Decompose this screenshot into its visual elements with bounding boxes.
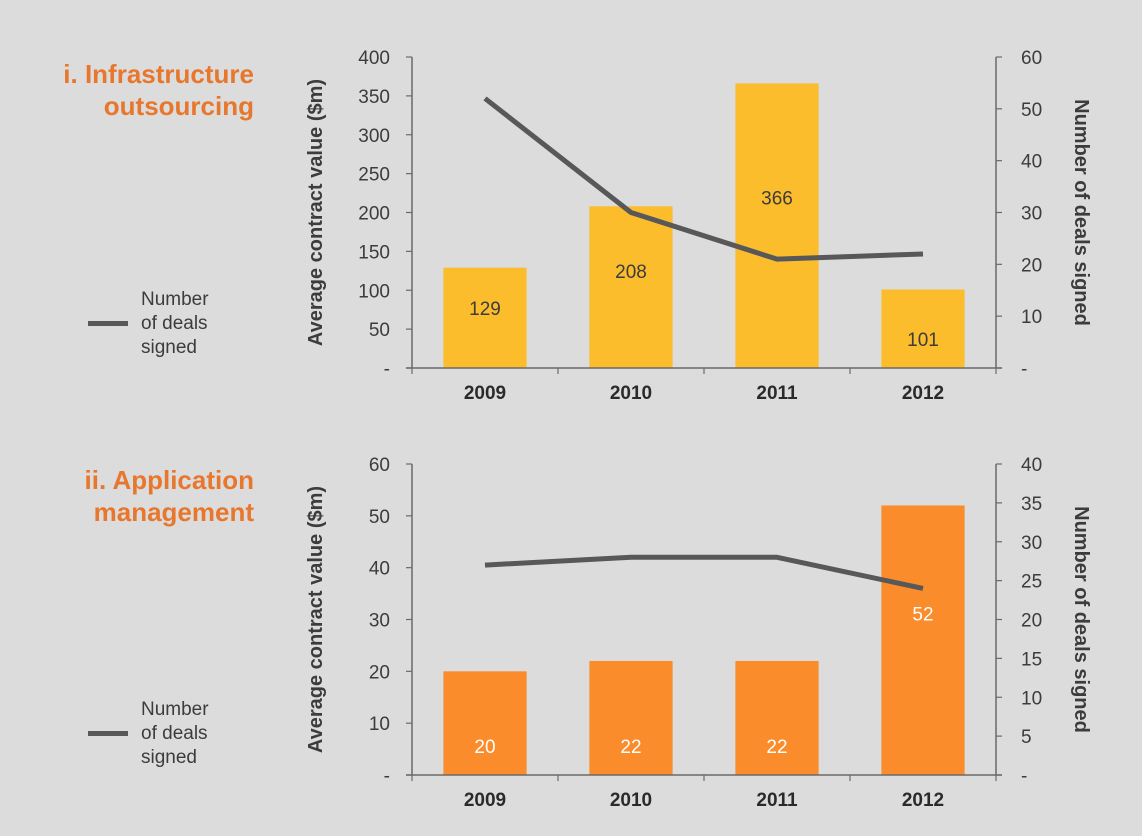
chart-1-right-tick-label: 50 — [1021, 100, 1042, 121]
chart-2-bar-value-label: 52 — [912, 604, 933, 625]
chart-2-title: ii. Application management — [85, 464, 254, 528]
chart-2-right-tick-label: 20 — [1021, 611, 1042, 632]
chart-1-bar-value-label: 208 — [615, 262, 647, 283]
chart-1-bar — [443, 267, 527, 368]
chart-1-x-tick-label: 2011 — [756, 383, 798, 404]
chart-2-right-tick-label: - — [1021, 766, 1027, 787]
chart-2-y2-axis-label: Number of deals signed — [1070, 506, 1092, 733]
chart-2-right-tick-label: 40 — [1021, 455, 1042, 476]
chart-1-x-tick-label: 2012 — [902, 383, 944, 404]
chart-1-right-tick-label: 60 — [1021, 48, 1042, 69]
chart-1-legend-label-line: of deals — [141, 313, 208, 334]
chart-1-legend-label: Number of deals signed — [141, 288, 236, 360]
chart-1-deals-line — [483, 96, 924, 262]
chart-2-bar-value-label: 22 — [620, 737, 641, 758]
chart-1-left-tick-label: - — [384, 359, 390, 380]
chart-2-legend-label-line: Number — [141, 699, 209, 720]
chart-1-right-tick-label: 40 — [1021, 152, 1042, 173]
chart-1-y-axis-label: Average contract value ($m) — [305, 79, 327, 346]
chart-2-x-tick-label: 2010 — [610, 790, 652, 811]
chart-2: - 10 20 30 40 50 60 - 5 10 15 20 25 30 35 40 2009 2010 201… — [305, 455, 1092, 811]
chart-2-right-tick-label: 10 — [1021, 688, 1042, 709]
chart-1-left-tick-label: 300 — [358, 126, 390, 147]
chart-1-bar-value-label: 129 — [469, 299, 501, 320]
chart-2-legend-label-line: signed — [141, 747, 197, 768]
chart-1-left-tick-label: 400 — [358, 48, 390, 69]
chart-1-x-tick-label: 2009 — [464, 383, 506, 404]
chart-2-y-axis-label: Average contract value ($m) — [305, 486, 327, 753]
chart-1: - 50 100 150 200 250 300 350 400 - 10 20 30 40 50 60 200… — [305, 48, 1092, 404]
chart-1-bar — [881, 289, 965, 368]
chart-1-left-tick-label: 350 — [358, 87, 390, 108]
chart-2-bar-value-label: 22 — [766, 737, 787, 758]
chart-2-bar — [589, 660, 673, 775]
chart-2-left-tick-label: 50 — [369, 507, 390, 528]
chart-1-x-tick-label: 2010 — [610, 383, 652, 404]
chart-1-left-tick-label: 250 — [358, 165, 390, 186]
chart-1-title: i. Infrastructure outsourcing — [63, 58, 254, 122]
chart-1-title-line-1: i. Infrastructure — [63, 59, 254, 89]
chart-1-left-tick-label: 150 — [358, 242, 390, 263]
chart-1-right-tick-label: - — [1021, 359, 1027, 380]
chart-2-bar-value-label: 20 — [474, 737, 495, 758]
chart-2-right-tick-label: 35 — [1021, 494, 1042, 515]
chart-2-right-tick-label: 15 — [1021, 649, 1042, 670]
chart-2-deals-line — [484, 554, 924, 591]
chart-2-x-tick-label: 2009 — [464, 790, 506, 811]
chart-2-legend-label: Number of deals signed — [141, 698, 236, 770]
chart-1-bar — [735, 83, 819, 368]
chart-1-legend-label-line: signed — [141, 337, 197, 358]
chart-1-legend: Number of deals signed — [88, 288, 238, 360]
chart-2-title-line-2: management — [93, 497, 254, 527]
chart-2-left-tick-label: 60 — [369, 455, 390, 476]
chart-2-legend-line-swatch — [88, 731, 128, 736]
chart-1-bar-value-label: 366 — [761, 188, 793, 209]
chart-1-legend-label-line: Number — [141, 289, 209, 310]
chart-2-left-tick-label: 30 — [369, 611, 390, 632]
chart-2-x-tick-label: 2012 — [902, 790, 944, 811]
chart-2-legend: Number of deals signed — [88, 698, 238, 770]
chart-2-title-line-1: ii. Application — [84, 465, 254, 495]
chart-2-left-tick-label: 10 — [369, 714, 390, 735]
chart-1-bar-value-label: 101 — [907, 330, 939, 351]
chart-2-right-tick-label: 30 — [1021, 533, 1042, 554]
chart-1-left-tick-label: 50 — [369, 320, 390, 341]
chart-2-bar — [881, 505, 965, 775]
chart-2-left-tick-label: 20 — [369, 662, 390, 683]
chart-1-left-tick-label: 100 — [358, 281, 390, 302]
chart-2-left-tick-label: 40 — [369, 559, 390, 580]
chart-1-right-tick-label: 10 — [1021, 307, 1042, 328]
chart-1-right-tick-label: 20 — [1021, 255, 1042, 276]
chart-1-legend-line-swatch — [88, 321, 128, 326]
chart-2-legend-label-line: of deals — [141, 723, 208, 744]
chart-2-x-tick-label: 2011 — [756, 790, 798, 811]
chart-1-right-tick-label: 30 — [1021, 204, 1042, 225]
chart-1-y2-axis-label: Number of deals signed — [1070, 99, 1092, 326]
chart-2-bar — [443, 671, 527, 775]
chart-1-title-line-2: outsourcing — [103, 91, 254, 121]
chart-2-right-tick-label: 5 — [1021, 727, 1032, 748]
chart-1-bar — [589, 206, 673, 368]
chart-1-left-tick-label: 200 — [358, 204, 390, 225]
chart-2-left-tick-label: - — [384, 766, 390, 787]
chart-2-bar — [735, 660, 819, 775]
chart-2-right-tick-label: 25 — [1021, 572, 1042, 593]
